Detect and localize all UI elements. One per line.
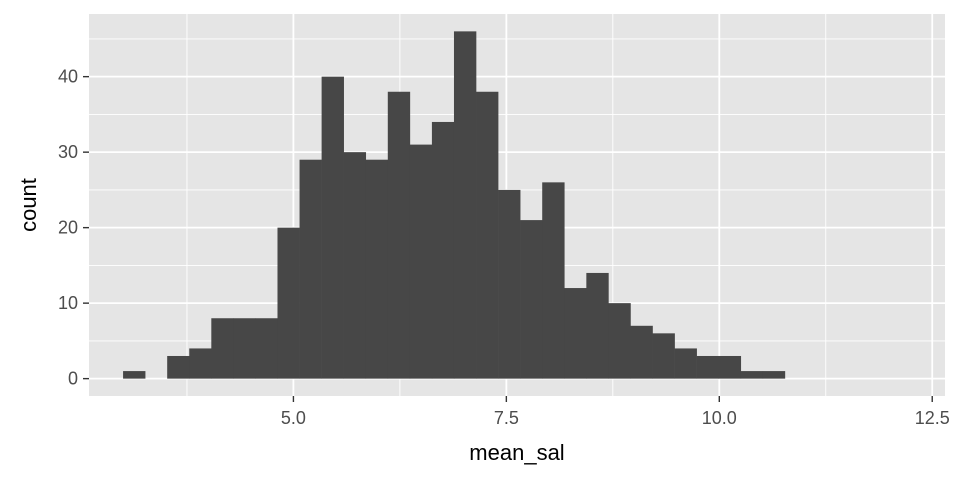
- x-tick-label: 7.5: [494, 408, 519, 428]
- histogram-bar: [520, 220, 543, 379]
- histogram-bar: [762, 371, 786, 379]
- histogram-bar: [365, 159, 389, 379]
- histogram-bar: [321, 76, 344, 379]
- histogram-bar: [740, 371, 764, 379]
- histogram-bar: [299, 159, 322, 379]
- x-axis: 5.0 7.5 10.0 12.5: [281, 396, 950, 428]
- histogram-bar: [409, 144, 433, 379]
- x-axis-title: mean_sal: [469, 440, 564, 465]
- histogram-bar: [586, 272, 609, 379]
- histogram-bar: [564, 288, 587, 379]
- x-tick-label: 12.5: [915, 408, 950, 428]
- histogram-bar: [167, 355, 190, 379]
- y-tick-label: 10: [58, 293, 78, 313]
- histogram-bar: [431, 121, 455, 379]
- histogram-bar: [255, 318, 278, 379]
- histogram-bar: [630, 325, 653, 379]
- histogram-bar: [343, 152, 367, 379]
- histogram-bar: [387, 91, 411, 379]
- y-tick-label: 30: [58, 142, 78, 162]
- histogram-bar: [674, 348, 697, 379]
- y-tick-label: 20: [58, 218, 78, 238]
- histogram-bar: [189, 348, 212, 379]
- y-tick-label: 40: [58, 67, 78, 87]
- histogram-bars: [123, 31, 786, 379]
- histogram-bar: [498, 189, 521, 379]
- y-axis: 0 10 20 30 40: [58, 67, 89, 389]
- x-tick-label: 10.0: [702, 408, 737, 428]
- histogram-bar: [211, 318, 234, 379]
- histogram-bar: [696, 355, 719, 379]
- histogram-bar: [476, 91, 499, 379]
- x-tick-label: 5.0: [281, 408, 306, 428]
- histogram-bar: [277, 227, 300, 379]
- histogram-bar: [123, 371, 146, 379]
- histogram-bar: [718, 355, 742, 379]
- histogram-bar: [453, 31, 477, 379]
- histogram-bar: [233, 318, 256, 379]
- histogram-bar: [608, 303, 631, 379]
- histogram-bar: [542, 182, 565, 379]
- histogram-bar: [652, 333, 675, 379]
- y-axis-title: count: [16, 178, 41, 232]
- y-tick-label: 0: [68, 369, 78, 389]
